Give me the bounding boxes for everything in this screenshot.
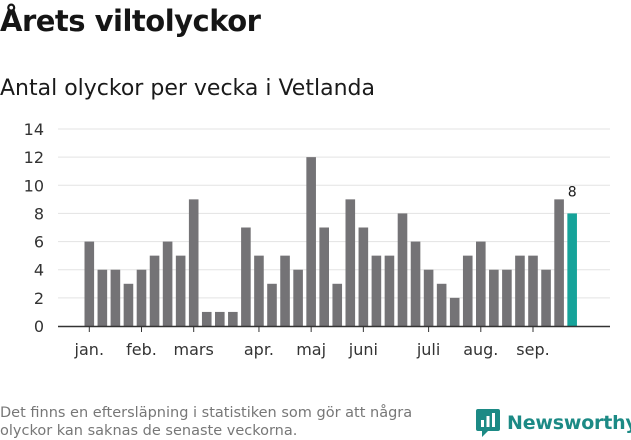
bars: [84, 157, 577, 326]
x-axis-tick-labels: jan. feb. mars apr. maj juni juli aug. sep.: [74, 340, 550, 359]
bar: [175, 255, 186, 326]
bar: [436, 283, 447, 326]
x-tick-label: maj: [296, 340, 326, 359]
bar: [319, 227, 329, 326]
bar: [541, 269, 551, 326]
bar: [345, 199, 356, 326]
bar: [358, 227, 369, 326]
y-tick-label: 6: [34, 233, 44, 252]
y-tick-label: 14: [24, 120, 44, 139]
bar: [228, 311, 238, 326]
chart-subtitle: Antal olyckor per vecka i Vetlanda: [0, 76, 375, 101]
bar: [188, 199, 199, 326]
x-tick-label: feb.: [126, 340, 157, 359]
data-labels: 8: [568, 184, 577, 200]
bar: [554, 199, 564, 326]
bar: [215, 311, 225, 326]
bar: [136, 269, 147, 326]
y-axis-tick-labels: 0 2 4 6 8 10 12 14: [24, 120, 44, 336]
x-tick-label: aug.: [463, 340, 498, 359]
bar: [254, 255, 264, 326]
bar: [280, 255, 290, 326]
bar: [123, 283, 134, 326]
bar: [462, 255, 473, 326]
bar: [97, 269, 108, 326]
footnote: Det finns en eftersläpning i statistiken…: [0, 405, 413, 439]
x-tick-label: sep.: [516, 340, 549, 359]
y-tick-label: 4: [34, 261, 44, 280]
newsworthy-logo[interactable]: Newsworthy: [475, 408, 631, 438]
newsworthy-logo-icon: [476, 409, 500, 437]
x-tick-label: juli: [416, 340, 440, 359]
bar: [201, 311, 212, 326]
bar: [384, 255, 395, 326]
bar: [410, 241, 421, 326]
chart-title: Årets viltolyckor: [0, 4, 261, 38]
bar: [162, 241, 173, 326]
bar-highlighted: [567, 213, 577, 326]
bar: [149, 255, 160, 326]
bar: [84, 241, 95, 326]
x-axis: [58, 325, 610, 332]
bar: [332, 283, 343, 326]
x-tick-label: mars: [174, 340, 214, 359]
bar: [489, 269, 499, 326]
bar: [267, 283, 277, 326]
bar: [293, 269, 303, 326]
bar: [241, 227, 251, 326]
bar: [502, 269, 512, 326]
y-tick-label: 0: [34, 317, 44, 336]
bar: [397, 213, 408, 326]
bar: [449, 297, 460, 326]
bar-chart: 0 2 4 6 8 10 12 14 jan. feb. mars apr. maj juni juli a…: [24, 120, 610, 359]
x-tick-label: juni: [348, 340, 378, 359]
x-tick-label: apr.: [244, 340, 274, 359]
y-tick-label: 12: [24, 148, 44, 167]
y-tick-label: 10: [24, 176, 44, 195]
bar: [110, 269, 121, 326]
x-tick-label: jan.: [74, 340, 104, 359]
data-label-last-week: 8: [568, 184, 577, 200]
bar: [515, 255, 525, 326]
bar: [423, 269, 434, 326]
bar: [371, 255, 382, 326]
bar: [476, 241, 486, 326]
newsworthy-logo-label: Newsworthy: [507, 412, 631, 434]
bar: [528, 255, 538, 326]
y-tick-label: 8: [34, 204, 44, 223]
bar: [306, 157, 316, 326]
y-tick-label: 2: [34, 289, 44, 308]
